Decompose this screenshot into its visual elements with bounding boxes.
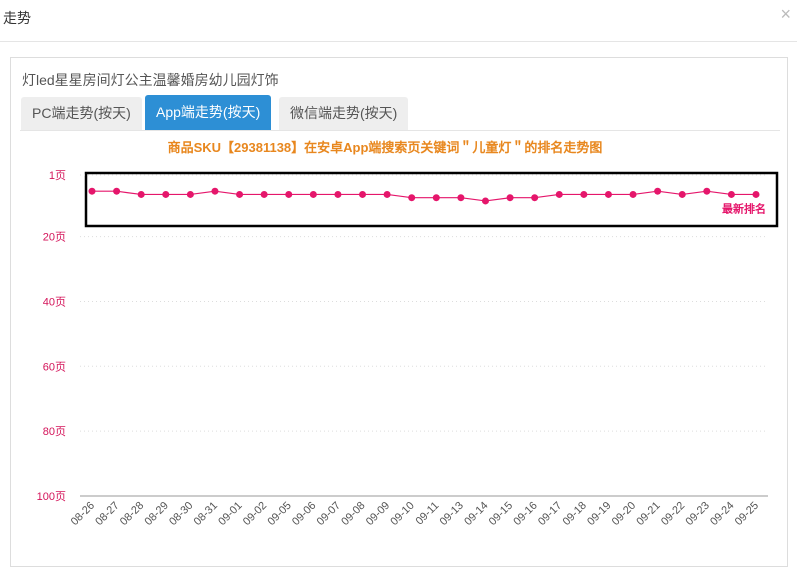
data-point xyxy=(555,190,563,198)
product-name: 灯led星星房间灯公主温馨婚房幼儿园灯饰 xyxy=(22,72,279,88)
data-point xyxy=(678,190,686,198)
data-point xyxy=(260,190,268,198)
x-tick-label: 09-13 xyxy=(438,500,466,528)
x-tick-label: 09-09 xyxy=(364,500,392,528)
data-point xyxy=(580,190,588,198)
x-tick-label: 09-14 xyxy=(462,500,490,528)
x-tick-label: 09-20 xyxy=(610,500,638,528)
data-point xyxy=(604,190,612,198)
y-tick-label: 1页 xyxy=(49,170,66,182)
data-point xyxy=(162,190,170,198)
x-tick-label: 09-17 xyxy=(536,500,564,528)
x-tick-label: 09-22 xyxy=(659,500,687,528)
x-tick-label: 09-19 xyxy=(585,500,613,528)
x-tick-label: 09-05 xyxy=(265,500,293,528)
x-tick-label: 09-24 xyxy=(708,500,736,528)
tab[interactable]: PC端走势(按天) xyxy=(21,97,142,130)
data-point xyxy=(88,187,96,195)
data-point xyxy=(531,194,539,202)
data-point xyxy=(457,194,465,202)
data-point xyxy=(703,187,711,195)
data-point xyxy=(334,190,342,198)
data-point xyxy=(236,190,244,198)
y-tick-label: 60页 xyxy=(43,361,66,373)
x-tick-label: 09-21 xyxy=(634,500,662,528)
dialog-title: 走势 xyxy=(3,10,31,26)
data-point xyxy=(432,194,440,202)
y-tick-label: 80页 xyxy=(43,426,66,438)
x-tick-label: 09-06 xyxy=(290,500,318,528)
tab-active[interactable]: App端走势(按天) xyxy=(145,95,272,130)
highlight-box xyxy=(84,171,779,228)
data-point xyxy=(629,190,637,198)
dialog-header: 走势 × xyxy=(0,0,797,42)
x-tick-label: 09-07 xyxy=(315,500,343,528)
x-tick-label: 09-23 xyxy=(684,500,712,528)
panel xyxy=(10,57,788,567)
x-tick-label: 09-25 xyxy=(733,500,761,528)
data-point xyxy=(137,190,145,198)
data-point xyxy=(383,190,391,198)
x-tick-label: 09-01 xyxy=(216,500,244,528)
x-tick-label: 08-28 xyxy=(118,500,146,528)
y-tick-label: 40页 xyxy=(43,296,66,308)
data-point xyxy=(506,194,514,202)
data-point xyxy=(285,190,293,198)
data-point xyxy=(727,190,735,198)
x-tick-label: 09-11 xyxy=(414,500,442,528)
series-line xyxy=(92,190,756,202)
x-tick-label: 08-30 xyxy=(167,500,195,528)
chart-title: 商品SKU【29381138】在安卓App端搜索页关键词＂儿童灯＂的排名走势图 xyxy=(168,140,603,155)
x-tick-label: 09-08 xyxy=(339,500,367,528)
y-tick-label: 100页 xyxy=(37,491,66,503)
data-point xyxy=(309,190,317,198)
x-tick-label: 08-26 xyxy=(69,500,97,528)
tab[interactable]: 微信端走势(按天) xyxy=(279,97,409,130)
data-point xyxy=(408,194,416,202)
y-tick-label: 20页 xyxy=(43,232,66,244)
tab-divider xyxy=(20,130,780,131)
x-tick-label: 08-27 xyxy=(93,500,121,528)
x-tick-label: 09-02 xyxy=(241,500,269,528)
data-point xyxy=(359,190,367,198)
x-tick-label: 09-18 xyxy=(561,500,589,528)
x-tick-label: 09-16 xyxy=(511,500,539,528)
data-point xyxy=(211,187,219,195)
data-point xyxy=(654,187,662,195)
x-tick-label: 09-10 xyxy=(388,500,416,528)
x-tick-label: 09-15 xyxy=(487,500,515,528)
x-tick-label: 08-29 xyxy=(143,500,171,528)
annotation: 最新排名 xyxy=(722,201,766,215)
data-point xyxy=(752,190,760,198)
close-button[interactable]: × xyxy=(780,4,791,24)
data-point xyxy=(186,190,194,198)
data-point xyxy=(113,187,121,195)
data-point xyxy=(481,197,489,205)
x-tick-label: 08-31 xyxy=(192,500,220,528)
